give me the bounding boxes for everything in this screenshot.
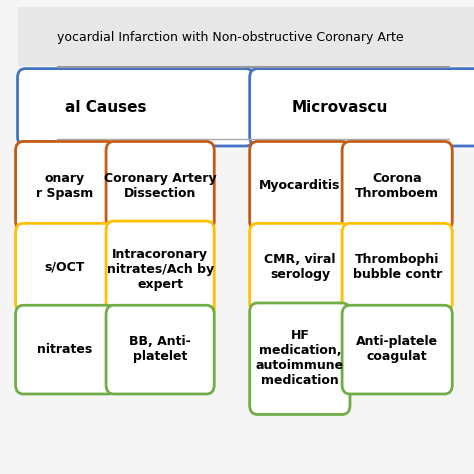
- Text: Myocarditis: Myocarditis: [259, 179, 341, 192]
- FancyBboxPatch shape: [106, 305, 214, 394]
- Text: CMR, viral
serology: CMR, viral serology: [264, 254, 336, 282]
- Text: HF
medication,
autoimmune
medication: HF medication, autoimmune medication: [256, 329, 344, 388]
- FancyBboxPatch shape: [342, 305, 452, 394]
- FancyBboxPatch shape: [18, 7, 474, 66]
- Text: Thrombophi
bubble contr: Thrombophi bubble contr: [353, 254, 442, 282]
- Text: al Causes: al Causes: [65, 100, 146, 115]
- FancyBboxPatch shape: [18, 69, 254, 146]
- Text: BB, Anti-
platelet: BB, Anti- platelet: [129, 336, 191, 364]
- Text: Corona
Thromboem: Corona Thromboem: [355, 172, 439, 200]
- Text: s/OCT: s/OCT: [45, 261, 85, 274]
- Text: Microvascu: Microvascu: [292, 100, 388, 115]
- FancyBboxPatch shape: [250, 141, 350, 230]
- FancyBboxPatch shape: [342, 223, 452, 312]
- Text: Coronary Artery
Dissection: Coronary Artery Dissection: [104, 172, 217, 200]
- FancyBboxPatch shape: [106, 221, 214, 319]
- Text: Anti-platele
coagulat: Anti-platele coagulat: [356, 336, 438, 364]
- FancyBboxPatch shape: [250, 303, 350, 414]
- FancyBboxPatch shape: [16, 305, 116, 394]
- FancyBboxPatch shape: [16, 223, 116, 312]
- FancyBboxPatch shape: [16, 141, 116, 230]
- Text: nitrates: nitrates: [37, 343, 92, 356]
- Text: Intracoronary
nitrates/Ach by
expert: Intracoronary nitrates/Ach by expert: [107, 248, 214, 291]
- FancyBboxPatch shape: [250, 69, 474, 146]
- FancyBboxPatch shape: [106, 141, 214, 230]
- Text: yocardial Infarction with Non-obstructive Coronary Arte: yocardial Infarction with Non-obstructiv…: [57, 31, 403, 44]
- Text: onary
r Spasm: onary r Spasm: [36, 172, 93, 200]
- FancyBboxPatch shape: [250, 223, 350, 312]
- FancyBboxPatch shape: [342, 141, 452, 230]
